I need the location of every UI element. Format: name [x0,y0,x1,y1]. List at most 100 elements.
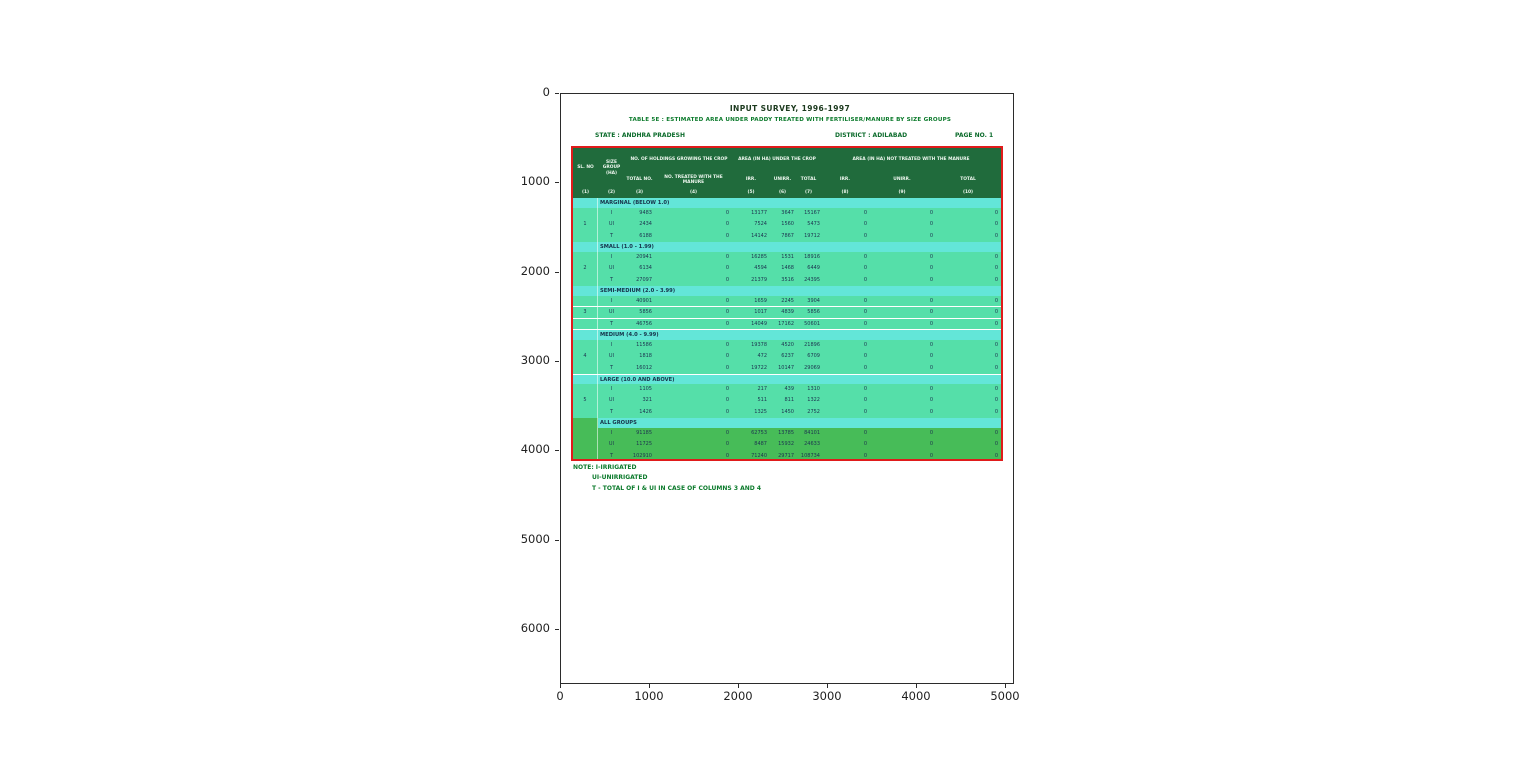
table-cell: 0 [863,309,867,316]
row-type-cell: T [609,232,614,239]
col-number: (9) [898,190,906,195]
table-cell: 17162 [778,320,794,327]
size-group-band: LARGE (10.0 AND ABOVE) [573,373,1001,384]
table-cell: 6449 [807,265,820,272]
table-cell: 1322 [807,397,820,404]
table-cell: 0 [929,341,933,348]
size-group-band: MEDIUM (4.0 - 9.99) [573,329,1001,340]
row-type-cell: I [610,253,613,260]
size-group-label: SEMI-MEDIUM (2.0 - 3.99) [598,285,1001,296]
table-cell: 8487 [754,441,767,448]
table-cell: 46756 [636,320,652,327]
y-tick-mark [555,93,559,95]
header-sub-total: TOTAL (7) [796,172,821,198]
y-tick-label: 6000 [520,620,550,635]
table-cell: 0 [929,297,933,304]
table-row: T 1426 0 1325 1450 2752 0 0 0 [573,406,1001,418]
table-row: I 11586 0 19378 4520 21896 0 0 0 [573,339,1001,352]
sl-no-cell: 2 [573,263,598,275]
table-cell: 18916 [804,253,820,260]
col-number: (8) [841,190,849,195]
band-sl-cell [573,241,598,252]
header-sizegroup-label: SIZE GROUP (HA) [602,159,621,176]
x-tick-mark [560,684,562,688]
table-cell: 21379 [751,276,767,283]
table-cell: 3647 [781,210,794,216]
table-cell: 0 [725,276,729,283]
col-number: (5) [747,190,755,195]
row-type-cell: I [610,385,613,392]
table-cell: 0 [863,221,867,228]
row-type-cell: UI [608,265,615,272]
size-group-band: MARGINAL (BELOW 1.0) [573,198,1001,208]
table-cell: 6709 [807,353,820,360]
table-cell: 0 [863,441,867,448]
table-row: T 16012 0 19722 10147 29069 0 0 0 [573,362,1001,374]
table-cell: 0 [725,320,729,327]
table-cell: 0 [863,429,867,436]
table-cell: 2434 [639,221,652,228]
table-cell: 13785 [778,429,794,436]
size-group-label: MEDIUM (4.0 - 9.99) [598,329,1001,340]
table-cell: 0 [994,429,998,436]
table-cell: 15932 [778,441,794,448]
table-cell: 62753 [751,429,767,436]
table-cell: 0 [994,452,998,459]
table-cell: 0 [725,210,729,216]
survey-table: SL. NO (1) SIZE GROUP (HA) (2) NO. OF HO… [571,146,1003,461]
header-nottreated-label: AREA (IN HA) NOT TREATED WITH THE MANURE [852,157,970,163]
x-tick-mark [738,684,740,688]
table-cell: 472 [757,353,767,360]
sl-no-cell [573,318,598,329]
table-cell: 0 [863,276,867,283]
table-cell: 5856 [807,309,820,316]
table-cell: 0 [863,397,867,404]
row-type-cell: T [609,320,614,327]
table-row: I 91185 0 62753 13785 84101 0 0 0 [573,427,1001,440]
header-holdings-label: NO. OF HOLDINGS GROWING THE CROP [630,157,728,163]
x-tick-label: 0 [556,689,564,703]
y-tick-label: 0 [542,85,550,99]
table-cell: 14142 [751,232,767,239]
table-cell: 16285 [751,253,767,260]
table-cell: 0 [994,297,998,304]
table-row: I 20941 0 16285 1531 18916 0 0 0 [573,251,1001,264]
table-cell: 0 [929,276,933,283]
sl-no-cell: 3 [573,307,598,318]
table-cell: 29717 [778,452,794,459]
table-row: 2 UI 6134 0 4594 1468 6449 0 0 0 [573,263,1001,275]
band-sl-cell [573,285,598,296]
header-sub-unirr2: UNIRR. (9) [869,172,935,198]
table-cell: 0 [863,253,867,260]
table-cell: 50601 [804,320,820,327]
row-type-cell: I [610,210,613,216]
table-cell: 0 [994,265,998,272]
table-cell: 0 [994,353,998,360]
table-cell: 1659 [754,297,767,304]
size-group-band: SEMI-MEDIUM (2.0 - 3.99) [573,285,1001,296]
x-tick-mark [827,684,829,688]
size-group-label: LARGE (10.0 AND ABOVE) [598,374,1001,384]
table-cell: 0 [725,408,729,415]
header-sub-totalno: TOTAL NO. (3) [625,172,654,198]
table-cell: 0 [929,441,933,448]
table-row: UI 11725 0 8487 15932 24633 0 0 0 [573,439,1001,451]
y-tick-label: 3000 [520,352,550,367]
col-number: (10) [962,190,974,195]
table-row: 1 UI 2434 0 7524 1560 5473 0 0 0 [573,219,1001,231]
row-type-cell: UI [608,309,615,316]
sl-no-cell [573,339,598,352]
table-cell: 0 [725,441,729,448]
y-tick-mark [555,628,559,630]
x-tick-mark [916,684,918,688]
table-row: 4 UI 1818 0 472 6237 6709 0 0 0 [573,351,1001,363]
table-cell: 19712 [804,232,820,239]
table-cell: 0 [725,232,729,239]
table-cell: 0 [929,385,933,392]
table-cell: 19722 [751,364,767,371]
table-cell: 0 [994,253,998,260]
table-cell: 0 [725,397,729,404]
table-cell: 0 [929,429,933,436]
table-cell: 0 [994,221,998,228]
row-type-cell: I [610,297,613,304]
